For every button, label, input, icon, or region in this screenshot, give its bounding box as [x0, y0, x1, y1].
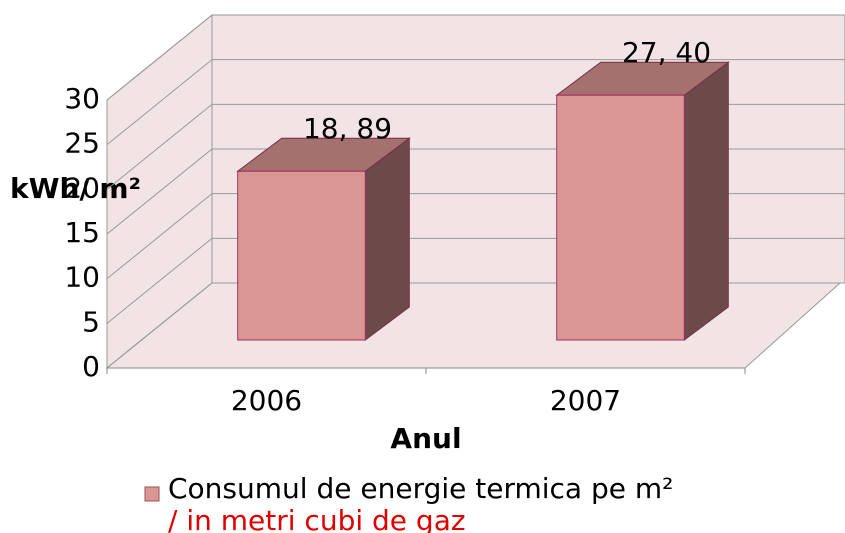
legend-note: / in metri cubi de gaz: [168, 504, 466, 533]
grid-line: [106, 14, 213, 101]
y-tick-label: 30: [64, 82, 100, 115]
legend-swatch: [144, 486, 160, 502]
bar-side: [364, 137, 410, 341]
grid-line: [106, 193, 213, 280]
y-tick-label: 15: [64, 216, 100, 249]
y-tick-label: 0: [82, 350, 100, 383]
y-tick-label: 20: [64, 171, 100, 204]
grid-line: [106, 59, 213, 146]
floor: [105, 282, 842, 369]
y-tick-label: 10: [64, 261, 100, 294]
x-tick-label: 2007: [550, 384, 621, 417]
data-label: 18, 89: [303, 112, 392, 145]
y-axis-label: kWh/ m²: [10, 172, 141, 205]
bar-side: [683, 61, 729, 341]
y-tick-label: 25: [64, 127, 100, 160]
grid-line: [106, 148, 213, 235]
bar: [237, 170, 366, 341]
bar: [556, 94, 685, 341]
grid-line: [106, 237, 213, 324]
x-axis-label: Anul: [390, 422, 461, 455]
legend-label: Consumul de energie termica pe m²: [168, 472, 673, 505]
grid-line: [106, 282, 213, 369]
grid-line: [106, 103, 213, 190]
y-tick-label: 5: [82, 305, 100, 338]
x-tick-label: 2006: [231, 384, 302, 417]
data-label: 27, 40: [622, 36, 711, 69]
